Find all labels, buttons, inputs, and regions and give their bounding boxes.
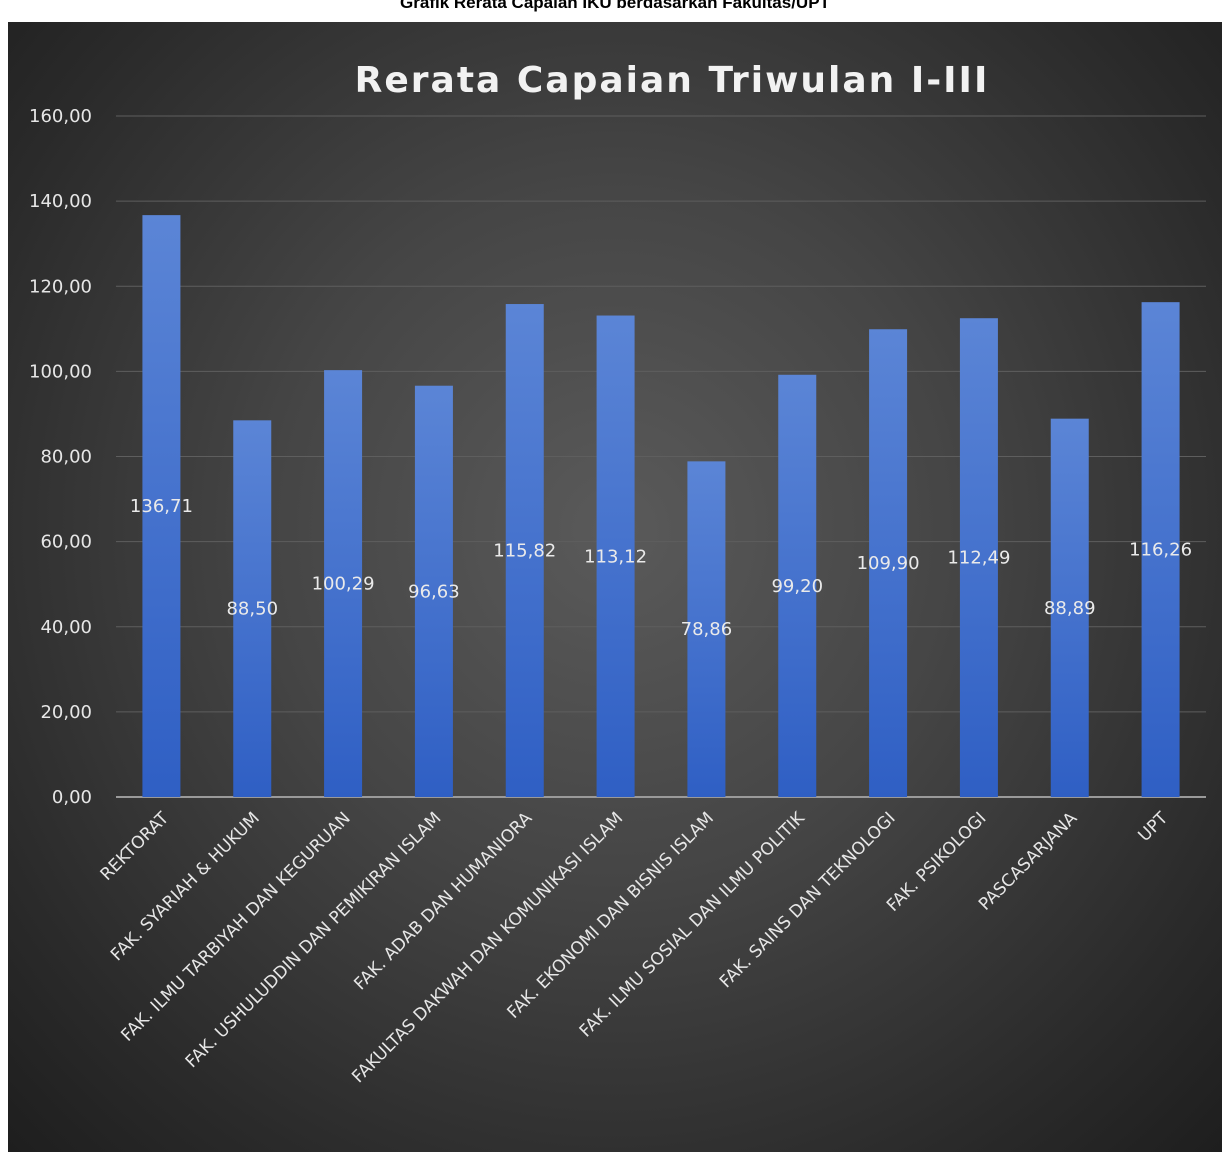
data-label: 96,63 (408, 581, 460, 602)
bar (959, 318, 998, 797)
grid-lines (116, 115, 1206, 798)
x-tick-label: FAK. ADAB DAN HUMANIORA (350, 808, 536, 994)
y-tick-label: 140,00 (29, 191, 92, 212)
y-tick-label: 160,00 (29, 106, 92, 127)
x-tick-label: FAK. PSIKOLOGI (883, 808, 990, 915)
bar-chart: Rerata Capaian Triwulan I-III 0,00 20,00 4… (29, 60, 1206, 1087)
data-label: 100,29 (312, 574, 375, 595)
y-tick-label: 40,00 (40, 617, 92, 638)
data-label: 116,26 (1129, 540, 1192, 561)
x-tick-label: FAK. SYARIAH & HUKUM (107, 808, 264, 965)
data-label: 115,82 (493, 541, 556, 562)
chart-area: Rerata Capaian Triwulan I-III 0,00 20,00 4… (8, 22, 1222, 1152)
data-label: 99,20 (771, 576, 823, 597)
data-label: 112,49 (947, 548, 1010, 569)
data-label: 136,71 (130, 496, 193, 517)
bar (324, 370, 363, 797)
y-tick-label: 100,00 (29, 361, 92, 382)
bar (233, 420, 272, 797)
x-tick-label: FAK. SAINS DAN TEKNOLOGI (716, 808, 900, 992)
x-tick-label: FAK. EKONOMI DAN BISNIS ISLAM (504, 808, 718, 1022)
x-tick-label: REKTORAT (97, 808, 174, 885)
y-tick-label: 0,00 (52, 787, 92, 808)
chart-title: Rerata Capaian Triwulan I-III (355, 60, 990, 101)
y-tick-label: 80,00 (40, 447, 92, 468)
y-tick-label: 20,00 (40, 702, 92, 723)
bar (142, 215, 181, 798)
bar (778, 374, 817, 797)
bar (1050, 418, 1089, 797)
bar (869, 329, 908, 797)
data-label: 109,90 (857, 553, 920, 574)
bar (1141, 302, 1180, 797)
bars (142, 215, 1180, 798)
x-tick-label: PASCASARJANA (975, 808, 1082, 915)
bar (596, 315, 635, 797)
data-label: 78,86 (681, 619, 733, 640)
bar (414, 385, 453, 797)
data-label: 88,89 (1044, 598, 1096, 619)
y-tick-label: 60,00 (40, 532, 92, 553)
bar (505, 304, 544, 797)
document-caption: Grafik Rerata Capaian IKU berdasarkan Fa… (400, 0, 830, 12)
bar (687, 461, 726, 797)
data-labels: 136,71 88,50 100,29 96,63 115,82 113,12 78,86 9… (130, 496, 1192, 640)
data-label: 88,50 (226, 599, 278, 620)
y-axis-ticks: 0,00 20,00 40,00 60,00 80,00 100,00 120,00 140,… (29, 106, 92, 808)
y-tick-label: 120,00 (29, 276, 92, 297)
data-label: 113,12 (584, 546, 647, 567)
x-tick-label: UPT (1135, 808, 1173, 846)
